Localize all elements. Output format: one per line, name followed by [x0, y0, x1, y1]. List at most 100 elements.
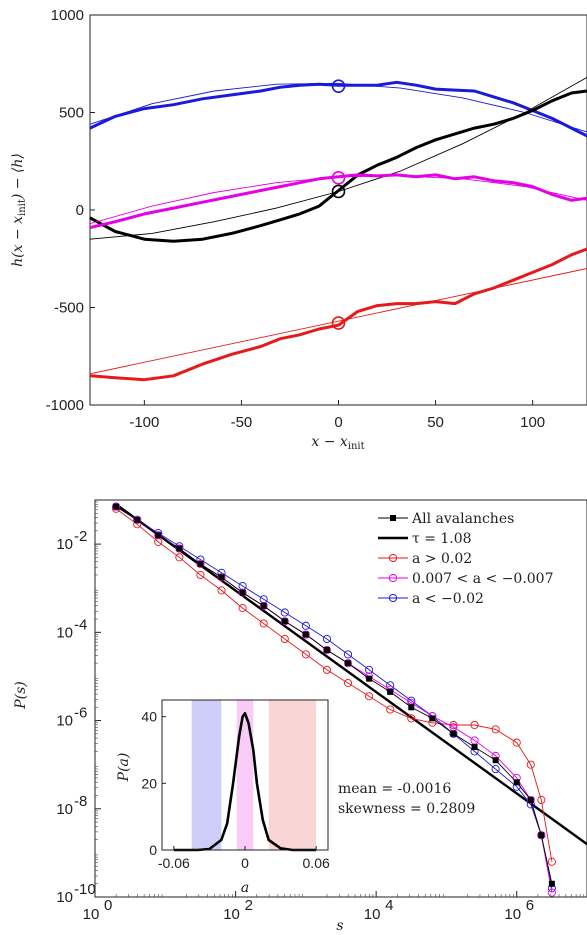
- series-point-4: [365, 665, 374, 674]
- profile-line-3: [89, 247, 587, 382]
- fit-line-0: [89, 82, 587, 133]
- inset-x-tick-label: 0: [241, 855, 249, 871]
- series-point-0: [450, 730, 457, 737]
- series-point-2: [280, 634, 289, 644]
- series-point-0: [548, 880, 555, 887]
- series-point-2: [322, 665, 331, 674]
- series-point-3: [322, 645, 331, 655]
- series-line-4: [115, 506, 553, 889]
- top-y-tick-label: -1000: [46, 397, 84, 414]
- series-point-0: [218, 574, 225, 581]
- top-y-tick-label: 500: [59, 105, 84, 122]
- bottom-x-tick-label: 10: [83, 906, 100, 923]
- bottom-y-tick-label: 10: [56, 624, 73, 641]
- series-point-0: [155, 532, 162, 539]
- bottom-plot-frame: [94, 499, 587, 898]
- bottom-x-tick-exponent: 4: [385, 897, 393, 914]
- series-point-0: [239, 589, 246, 596]
- series-point-0: [176, 545, 183, 552]
- series-line-2: [115, 508, 553, 862]
- bottom-x-axis-label: s: [336, 918, 343, 934]
- bottom-y-tick-label: 10: [56, 889, 73, 906]
- init-marker-2: [331, 171, 346, 185]
- series-point-4: [238, 581, 247, 591]
- inset-band-1: [236, 700, 254, 850]
- series-point-0: [302, 631, 309, 638]
- series-point-2: [154, 537, 163, 546]
- bottom-y-tick-exponent: -8: [74, 793, 87, 810]
- series-point-4: [301, 621, 310, 630]
- top-y-tick-label: 1000: [51, 7, 84, 24]
- legend-marker: [390, 515, 396, 521]
- top-x-tick-label: -50: [231, 414, 253, 431]
- bottom-y-tick-exponent: -6: [74, 705, 87, 722]
- series-point-3: [238, 588, 247, 597]
- series-point-0: [197, 560, 204, 567]
- inset-band-2: [268, 700, 317, 850]
- series-point-0: [345, 660, 352, 667]
- bottom-y-tick-exponent: -10: [74, 881, 96, 898]
- bottom-x-tick-exponent: 0: [104, 897, 112, 914]
- inset-x-tick-label: 0.06: [303, 855, 330, 871]
- series-point-0: [260, 602, 267, 609]
- skewness-annotation: skewness = 0.2809: [338, 801, 475, 817]
- series-point-4: [280, 608, 289, 617]
- legend-label: a > 0.02: [412, 551, 472, 567]
- inset-band-0: [191, 700, 222, 850]
- inset-y-tick-label: 20: [141, 775, 157, 791]
- series-point-3: [280, 617, 289, 626]
- series-point-2: [343, 679, 353, 688]
- inset-y-tick-label: 0: [149, 842, 157, 858]
- legend-marker: [388, 573, 398, 583]
- series-point-2: [537, 795, 546, 805]
- series-point-3: [547, 888, 556, 897]
- series-point-4: [491, 765, 500, 774]
- legend-label: τ = 1.08: [412, 531, 472, 547]
- series-point-3: [301, 630, 310, 639]
- series-point-3: [343, 659, 353, 668]
- fit-line-3: [89, 268, 587, 375]
- series-point-3: [154, 531, 163, 540]
- series-point-0: [527, 796, 534, 803]
- series-point-4: [343, 650, 353, 659]
- legend-marker: [388, 553, 398, 563]
- series-point-0: [366, 675, 373, 682]
- top-x-tick-label: 100: [520, 414, 545, 431]
- init-marker-3: [331, 316, 346, 330]
- series-point-2: [547, 857, 556, 866]
- series-point-2: [196, 570, 205, 580]
- top-x-axis-label: x − xinit: [311, 434, 364, 452]
- legend-label: a < −0.02: [412, 591, 484, 607]
- bottom-x-tick-label: 10: [223, 906, 240, 923]
- bottom-x-tick-exponent: 2: [245, 897, 253, 914]
- series-point-2: [491, 725, 500, 734]
- series-point-0: [408, 704, 415, 711]
- series-point-2: [301, 650, 310, 659]
- inset-x-axis-label: a: [241, 880, 249, 896]
- series-point-0: [387, 688, 394, 695]
- top-y-tick-label: -500: [54, 300, 84, 317]
- series-point-0: [281, 618, 288, 625]
- series-point-2: [238, 604, 247, 613]
- series-point-4: [386, 681, 395, 690]
- series-point-3: [470, 736, 479, 745]
- bottom-y-tick-label: 10: [56, 713, 73, 730]
- series-point-2: [217, 586, 226, 595]
- inset-y-axis-label: P(a): [116, 753, 132, 783]
- series-point-0: [323, 646, 330, 653]
- series-point-3: [449, 723, 458, 732]
- series-point-2: [259, 619, 268, 628]
- series-point-4: [322, 634, 331, 644]
- profile-line-2: [89, 173, 587, 230]
- bottom-y-tick-exponent: -2: [74, 528, 87, 545]
- series-point-0: [492, 757, 499, 764]
- series-point-3: [133, 515, 142, 524]
- bottom-x-tick-label: 10: [364, 906, 381, 923]
- top-x-tick-label: 50: [427, 414, 444, 431]
- top-x-tick-label: 0: [334, 414, 342, 431]
- legend: All avalanches τ = 1.08 a > 0.02 0.007 < a …: [378, 511, 554, 607]
- init-marker-1: [331, 184, 346, 199]
